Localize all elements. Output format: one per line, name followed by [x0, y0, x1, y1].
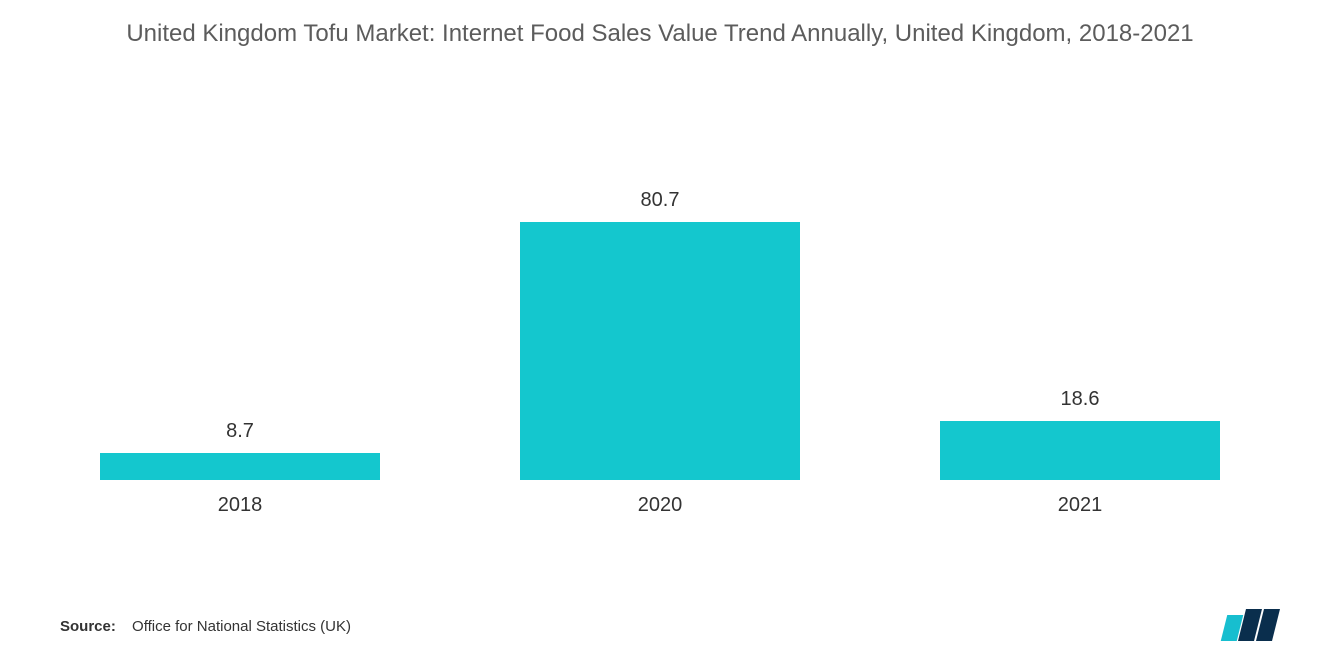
bar-2: [940, 421, 1221, 481]
bar-group-1: 80.7: [480, 110, 840, 480]
chart-title: United Kingdom Tofu Market: Internet Foo…: [0, 0, 1320, 50]
x-label-2: 2021: [900, 494, 1260, 517]
bar-value-0: 8.7: [226, 420, 254, 443]
bar-group-0: 8.7: [60, 110, 420, 480]
bar-value-1: 80.7: [641, 189, 680, 212]
bar-group-2: 18.6: [900, 110, 1260, 480]
source-label: Source:: [60, 618, 116, 635]
plot-area: 8.7 80.7 18.6: [60, 110, 1260, 480]
chart-container: United Kingdom Tofu Market: Internet Foo…: [0, 0, 1320, 665]
brand-logo-icon: [1224, 609, 1280, 643]
source-text: Office for National Statistics (UK): [132, 618, 351, 635]
x-label-1: 2020: [480, 494, 840, 517]
bar-0: [100, 453, 381, 481]
x-label-0: 2018: [60, 494, 420, 517]
source-attribution: Source: Office for National Statistics (…: [60, 618, 351, 635]
bar-value-2: 18.6: [1061, 388, 1100, 411]
bar-1: [520, 222, 801, 480]
x-axis-labels: 2018 2020 2021: [60, 494, 1260, 517]
